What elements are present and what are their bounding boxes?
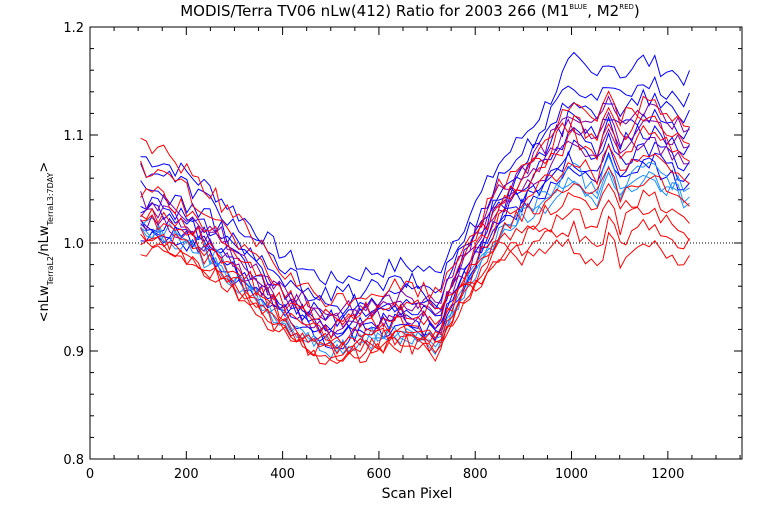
series-line-M2 [140,144,690,346]
series-line-M2 [140,231,690,362]
y-tick-label: 0.9 [63,345,84,360]
x-tick-label: 600 [367,467,392,482]
y-axis-label: <nLwTerraL2/nLwTerraL3:7DAY> [37,162,55,323]
series-line-purple [140,95,690,321]
x-tick-label: 1200 [651,467,684,482]
series-line-M1 [140,108,690,328]
y-tick-label: 1.1 [63,129,84,144]
series-line-light [140,170,690,354]
x-tick-label: 0 [86,467,94,482]
series-line-M2 [140,166,690,355]
y-tick-label: 0.8 [63,453,84,468]
series-line-M2 [140,90,690,308]
y-tick-label: 1.0 [63,237,84,252]
x-tick-label: 800 [463,467,488,482]
series-line-M1 [140,51,690,286]
series-line-M2 [140,106,690,323]
x-tick-label: 200 [174,467,199,482]
chart-title: MODIS/Terra TV06 nLw(412) Ratio for 2003… [180,2,640,20]
axes: 0 200 400 600 800 1000 1200 0.8 0.9 1.0 1.1 1.2 [63,21,743,482]
series-line-M1 [140,75,690,303]
y-tick-label: 1.2 [63,21,84,36]
series-group [140,51,690,365]
series-line-M2 [140,215,690,365]
x-tick-label: 1000 [555,467,588,482]
x-axis-label: Scan Pixel [382,486,453,502]
x-tick-label: 400 [270,467,295,482]
series-line-M2 [140,122,690,341]
